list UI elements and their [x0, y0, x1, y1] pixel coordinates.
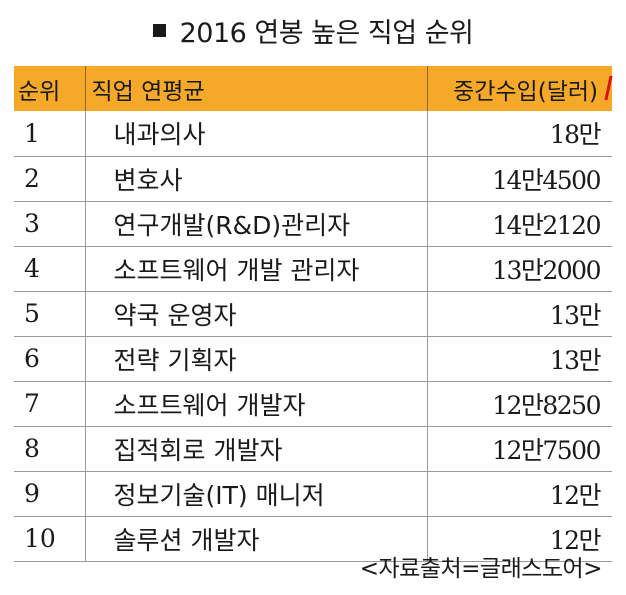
- table-row: 8 집적회로 개발자 12만7500: [14, 426, 612, 471]
- red-mark-icon: [604, 76, 613, 100]
- job-cell: 변호사: [84, 156, 427, 201]
- job-cell: 소프트웨어 개발자: [84, 381, 427, 426]
- rank-cell: 2: [24, 164, 40, 193]
- salary-cell: 14만2120: [426, 201, 612, 246]
- rank-cell: 8: [24, 434, 40, 463]
- salary-ranking-table: 순위 직업 연평균 중간수입(달러) 1 내과의사 18만 2 변호사 14만4500 3 연…: [14, 66, 613, 562]
- salary-cell: 13만: [426, 336, 612, 381]
- job-cell: 전략 기획자: [84, 336, 427, 381]
- header-job: 직업 연평균: [84, 66, 427, 111]
- square-bullet-icon: [152, 23, 166, 37]
- rank-cell: 5: [24, 299, 40, 328]
- table-row: 4 소프트웨어 개발 관리자 13만2000: [14, 246, 612, 291]
- salary-cell: 14만4500: [426, 156, 612, 201]
- salary-cell: 12만: [426, 516, 612, 561]
- salary-cell: 13만2000: [426, 246, 612, 291]
- table-row: 7 소프트웨어 개발자 12만8250: [14, 381, 612, 426]
- job-cell: 소프트웨어 개발 관리자: [84, 246, 427, 291]
- salary-cell: 13만: [426, 291, 612, 336]
- rank-cell: 10: [24, 524, 56, 553]
- table-row: 5 약국 운영자 13만: [14, 291, 612, 336]
- salary-cell: 12만7500: [426, 426, 612, 471]
- salary-cell: 18만: [426, 111, 612, 156]
- job-cell: 솔루션 개발자: [84, 516, 427, 561]
- job-cell: 내과의사: [84, 111, 427, 156]
- table-row: 2 변호사 14만4500: [14, 156, 612, 201]
- rank-cell: 6: [24, 344, 40, 373]
- job-cell: 정보기술(IT) 매니저: [84, 471, 427, 516]
- table-row: 10 솔루션 개발자 12만: [14, 516, 612, 561]
- table-row: 3 연구개발(R&D)관리자 14만2120: [14, 201, 612, 246]
- header-salary: 중간수입(달러): [426, 66, 613, 111]
- title-text: 2016 연봉 높은 직업 순위: [179, 17, 474, 49]
- table-row: 6 전략 기획자 13만: [14, 336, 612, 381]
- salary-cell: 12만8250: [426, 381, 612, 426]
- job-cell: 약국 운영자: [84, 291, 427, 336]
- header-rank: 순위: [18, 78, 61, 105]
- rank-cell: 4: [24, 254, 40, 283]
- rank-cell: 1: [24, 118, 40, 148]
- salary-cell: 12만: [426, 471, 612, 516]
- rank-cell: 7: [24, 389, 40, 418]
- table-row: 9 정보기술(IT) 매니저 12만: [14, 471, 612, 516]
- rank-cell: 9: [24, 479, 40, 508]
- table-row: 1 내과의사 18만: [14, 111, 612, 156]
- source-note: <자료출처=글래스도어>: [359, 556, 603, 582]
- rank-cell: 3: [24, 209, 40, 238]
- job-cell: 연구개발(R&D)관리자: [84, 201, 427, 246]
- header-salary-label: 중간수입(달러): [453, 78, 598, 105]
- chart-title: 2016 연봉 높은 직업 순위: [0, 10, 626, 50]
- table-header-row: 순위 직업 연평균 중간수입(달러): [14, 66, 613, 111]
- job-cell: 집적회로 개발자: [84, 426, 427, 471]
